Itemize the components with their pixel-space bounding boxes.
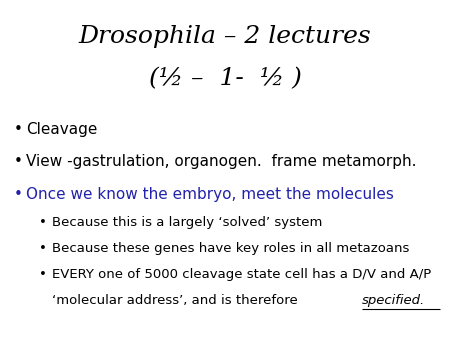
Text: View -gastrulation, organogen.  frame metamorph.: View -gastrulation, organogen. frame met…: [26, 154, 417, 169]
Text: •: •: [14, 154, 22, 169]
Text: •: •: [39, 216, 47, 229]
Text: Cleavage: Cleavage: [26, 122, 98, 137]
Text: Because these genes have key roles in all metazoans: Because these genes have key roles in al…: [52, 242, 410, 255]
Text: •: •: [14, 187, 22, 202]
Text: •: •: [39, 242, 47, 255]
Text: (½ –  1-  ½ ): (½ – 1- ½ ): [148, 67, 302, 90]
Text: Because this is a largely ‘solved’ system: Because this is a largely ‘solved’ syste…: [52, 216, 323, 229]
Text: ‘molecular address’, and is therefore: ‘molecular address’, and is therefore: [52, 294, 302, 307]
Text: •: •: [14, 122, 22, 137]
Text: Drosophila – 2 lectures: Drosophila – 2 lectures: [79, 25, 371, 48]
Text: Once we know the embryo, meet the molecules: Once we know the embryo, meet the molecu…: [26, 187, 394, 202]
Text: specified.: specified.: [362, 294, 425, 307]
Text: •: •: [39, 268, 47, 281]
Text: EVERY one of 5000 cleavage state cell has a D/V and A/P: EVERY one of 5000 cleavage state cell ha…: [52, 268, 432, 281]
